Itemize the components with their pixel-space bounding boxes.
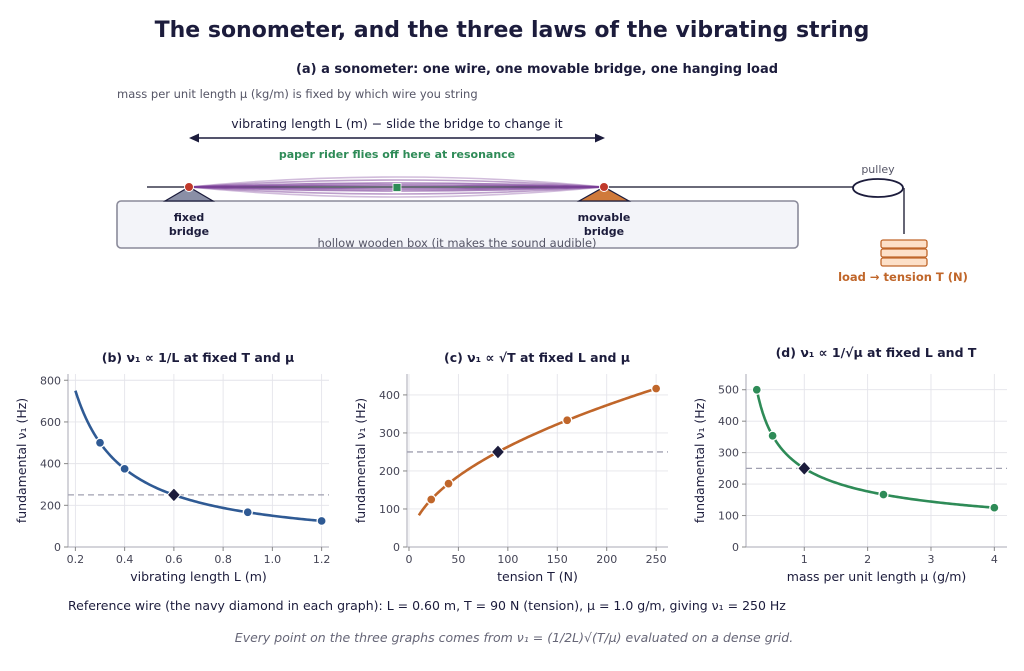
movable-bridge [576, 186, 632, 202]
y-axis-label-d: fundamental ν₁ (Hz) [692, 398, 707, 523]
data-point [119, 463, 130, 474]
box-label: hollow wooden box (it makes the sound au… [317, 236, 596, 250]
reference-diamond-b [166, 487, 182, 503]
sonometer-panel-title: (a) a sonometer: one wire, one movable b… [296, 62, 778, 77]
y-tick-label: 600 [40, 416, 61, 429]
load-label: load → tension T (N) [838, 270, 968, 284]
wave-envelope [188, 182, 605, 188]
fixed-end-marker [184, 182, 194, 192]
paper-rider [392, 183, 402, 192]
x-axis-label-b: vibrating length L (m) [130, 569, 267, 584]
fixed-bridge [162, 186, 216, 202]
charts: (b) ν₁ ∝ 1/L at fixed T and μ 0.2 0.4 0.6 0.… [14, 345, 1007, 584]
data-point [767, 430, 778, 441]
y-axis-label-c: fundamental ν₁ (Hz) [353, 398, 368, 523]
chart-title-d: (d) ν₁ ∝ 1/√μ at fixed L and T [776, 345, 977, 360]
y-tick-label: 400 [40, 458, 61, 471]
chart-panel-b: (b) ν₁ ∝ 1/L at fixed T and μ 0.2 0.4 0.6 0.… [14, 350, 330, 584]
y-tick-label: 100 [718, 510, 739, 523]
x-tick-label: 200 [596, 553, 617, 566]
wave-envelope [188, 186, 605, 195]
x-tick-label: 1.0 [264, 553, 282, 566]
fixed-bridge-label-line2: bridge [169, 225, 209, 238]
movable-bridge-label-line1: movable [578, 211, 631, 224]
y-tick-label: 200 [379, 465, 400, 478]
x-tick-label: 250 [646, 553, 667, 566]
series-line-b [74, 390, 322, 523]
data-point [751, 384, 762, 395]
pulley-label: pulley [861, 163, 895, 176]
data-point [242, 507, 253, 518]
y-tick-label: 500 [718, 384, 739, 397]
movable-end-marker [599, 182, 609, 192]
y-tick-label: 800 [40, 374, 61, 387]
data-point [989, 502, 1000, 513]
chart-title-b: (b) ν₁ ∝ 1/L at fixed T and μ [102, 350, 294, 365]
x-tick-label: 0.4 [116, 553, 134, 566]
chart-panel-c: (c) ν₁ ∝ √T at fixed L and μ 0 50 100 150 200… [353, 350, 668, 584]
data-point [426, 494, 437, 505]
y-tick-label: 100 [379, 503, 400, 516]
chart-panel-d: (d) ν₁ ∝ 1/√μ at fixed L and T 1 2 3 4 0 100 20… [692, 345, 1007, 584]
series-line-c [417, 387, 657, 517]
y-tick-label: 400 [718, 415, 739, 428]
y-tick-label: 300 [379, 427, 400, 440]
figure-title: The sonometer, and the three laws of the… [155, 18, 870, 43]
x-tick-label: 0 [405, 553, 412, 566]
y-tick-label: 0 [732, 541, 739, 554]
data-point [443, 478, 454, 489]
x-tick-label: 1 [801, 553, 808, 566]
x-tick-label: 0.8 [214, 553, 232, 566]
x-tick-label: 2 [864, 553, 871, 566]
fixed-bridge-label-line1: fixed [174, 211, 205, 224]
wooden-box [116, 200, 799, 249]
data-point [94, 437, 106, 448]
data-point [316, 515, 327, 527]
wave-envelope [188, 176, 605, 188]
wave-envelope [188, 186, 605, 198]
data-point [878, 489, 889, 500]
movable-bridge-label-line2: bridge [584, 225, 624, 238]
x-tick-label: 150 [547, 553, 568, 566]
formula-note: Every point on the three graphs comes fr… [235, 630, 793, 645]
x-axis-label-d: mass per unit length μ (g/m) [787, 569, 967, 584]
load-weights [880, 239, 928, 267]
reference-diamond-c [490, 444, 506, 460]
x-tick-label: 1.2 [313, 553, 331, 566]
x-tick-label: 3 [927, 553, 934, 566]
chart-title-c: (c) ν₁ ∝ √T at fixed L and μ [444, 350, 630, 365]
reference-note: Reference wire (the navy diamond in each… [68, 598, 786, 613]
x-axis-label-c: tension T (N) [497, 569, 578, 584]
data-point [650, 383, 662, 394]
length-arrow-head-left [189, 133, 199, 143]
x-tick-label: 0.2 [67, 553, 85, 566]
mass-note: mass per unit length μ (kg/m) is fixed b… [117, 87, 478, 101]
x-tick-label: 0.6 [165, 553, 183, 566]
reference-diamond-d [797, 460, 812, 477]
sonometer-panel: (a) a sonometer: one wire, one movable b… [116, 62, 968, 284]
wave-envelope [188, 179, 605, 188]
pulley [852, 178, 904, 198]
y-tick-label: 300 [718, 447, 739, 460]
y-tick-label: 0 [54, 541, 61, 554]
series-line-d [755, 389, 995, 509]
y-tick-label: 200 [718, 478, 739, 491]
x-tick-label: 4 [991, 553, 998, 566]
rider-note: paper rider flies off here at resonance [279, 148, 515, 161]
y-tick-label: 400 [379, 389, 400, 402]
length-label: vibrating length L (m) − slide the bridg… [231, 116, 563, 131]
length-arrow-head-right [595, 133, 605, 143]
x-tick-label: 100 [497, 553, 518, 566]
y-axis-label-b: fundamental ν₁ (Hz) [14, 398, 29, 523]
x-tick-label: 50 [451, 553, 465, 566]
y-tick-label: 0 [393, 541, 400, 554]
y-tick-label: 200 [40, 499, 61, 512]
data-point [562, 415, 573, 426]
